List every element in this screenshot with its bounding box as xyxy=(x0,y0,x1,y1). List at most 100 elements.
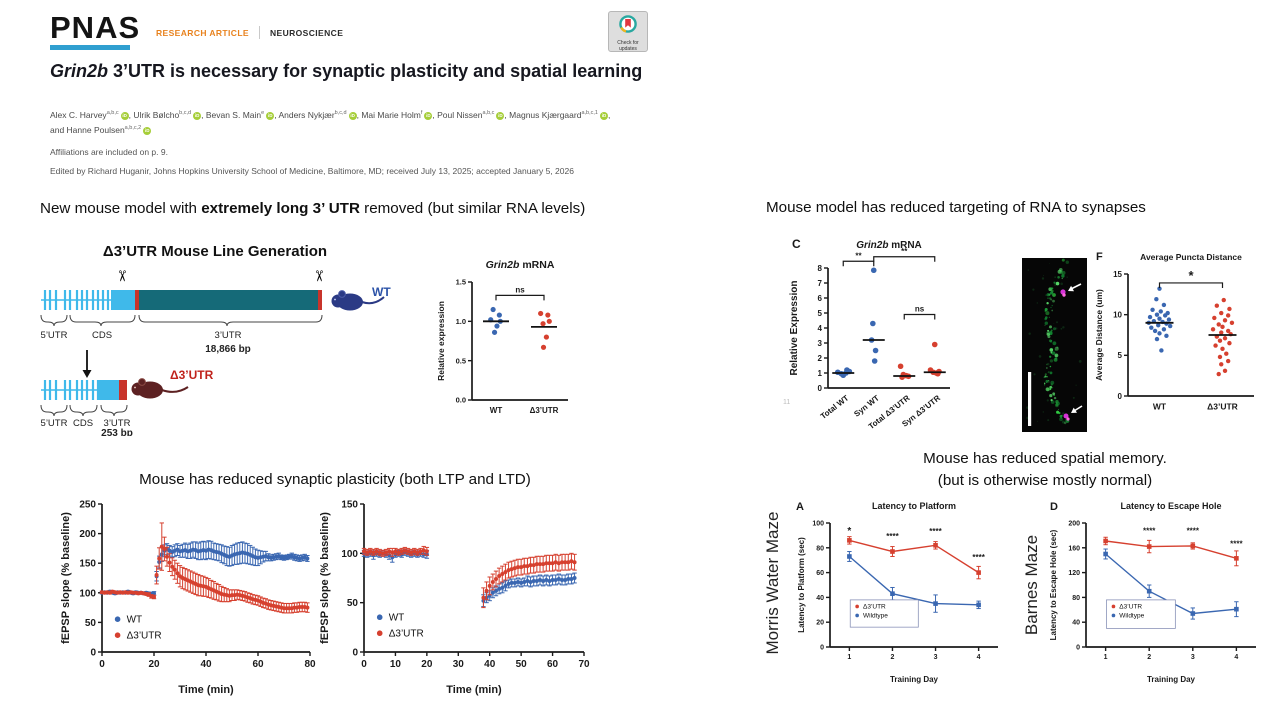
orcid-icon[interactable]: iD xyxy=(348,112,357,120)
svg-text:2: 2 xyxy=(891,654,895,661)
dendrite-micrograph xyxy=(1022,258,1087,432)
svg-text:Wildtype: Wildtype xyxy=(863,613,888,620)
svg-text:60: 60 xyxy=(547,659,559,670)
svg-text:150: 150 xyxy=(341,500,358,511)
svg-text:WT: WT xyxy=(1153,402,1167,412)
svg-text:0.5: 0.5 xyxy=(456,356,466,365)
svg-text:Training Day: Training Day xyxy=(890,675,939,684)
svg-text:Δ3’UTR: Δ3’UTR xyxy=(389,628,424,639)
label-5utr-bottom: 5’UTR xyxy=(41,418,68,429)
svg-text:****: **** xyxy=(1187,527,1200,536)
author: Alex C. Harveya,b,c iD, xyxy=(50,110,134,120)
svg-text:60: 60 xyxy=(252,659,264,670)
orcid-icon[interactable]: iD xyxy=(424,112,433,120)
check-for-updates-badge[interactable]: Check for updates xyxy=(608,11,648,52)
mutant-allele-bar xyxy=(41,380,127,400)
svg-text:WT: WT xyxy=(389,612,405,623)
svg-text:0: 0 xyxy=(1118,392,1123,401)
wt-allele-bar xyxy=(41,290,322,310)
author-list: Alex C. Harveya,b,c iD, Ulrik Bølchob,c,d… xyxy=(50,108,670,139)
svg-text:Wildtype: Wildtype xyxy=(1119,613,1144,620)
svg-text:C: C xyxy=(792,237,801,251)
author: Poul Nissena,b,c iD, xyxy=(437,110,510,120)
author: Anders Nykjærb,c,d iD, xyxy=(278,110,362,120)
pnas-logo-underline xyxy=(50,45,130,50)
svg-text:30: 30 xyxy=(453,659,465,670)
svg-text:**: ** xyxy=(855,251,862,260)
svg-text:ns: ns xyxy=(515,285,525,294)
svg-text:****: **** xyxy=(929,527,942,536)
svg-text:80: 80 xyxy=(1072,595,1080,602)
svg-text:fEPSP slope (% baseline): fEPSP slope (% baseline) xyxy=(319,512,331,644)
svg-text:10: 10 xyxy=(1113,310,1122,319)
article-type-label: RESEARCH ARTICLE xyxy=(156,27,249,38)
svg-text:60: 60 xyxy=(816,570,824,577)
kicker-divider xyxy=(258,26,260,39)
svg-text:Grin2b mRNA: Grin2b mRNA xyxy=(486,259,555,271)
headline-plasticity: Mouse has reduced synaptic plasticity (b… xyxy=(139,471,531,488)
svg-text:1: 1 xyxy=(1104,654,1108,661)
crossmark-icon xyxy=(619,15,637,33)
svg-text:5: 5 xyxy=(818,309,823,318)
chart-grin2b-mrna-total: 0.0 0.5 1.0 1.5 Relative expression Grin2b mR… xyxy=(436,259,568,415)
affiliations-note: Affiliations are included on p. 9. xyxy=(50,147,168,157)
svg-text:fEPSP slope (% baseline): fEPSP slope (% baseline) xyxy=(60,512,72,644)
label-5utr-top: 5’UTR xyxy=(41,330,68,341)
article-section-label: NEUROSCIENCE xyxy=(269,27,344,38)
orcid-icon[interactable]: iD xyxy=(496,112,505,120)
headline-left-pre: New mouse model with xyxy=(40,200,202,217)
headline-left-post: removed (but similar RNA levels) xyxy=(359,200,586,217)
headline-spatial-memory: Mouse has reduced spatial memory. (but i… xyxy=(870,448,1220,492)
brace-group-bottom xyxy=(40,404,128,417)
mouse-line-generation-diagram: Δ3’UTR Mouse Line Generation ✂ ✂ 5’UTR C… xyxy=(40,243,391,436)
svg-text:Δ3’UTR: Δ3’UTR xyxy=(1207,402,1238,412)
svg-text:Time (min): Time (min) xyxy=(446,684,502,696)
svg-text:A: A xyxy=(796,501,804,513)
orcid-icon[interactable]: iD xyxy=(193,112,202,120)
svg-text:3: 3 xyxy=(1191,654,1195,661)
svg-text:70: 70 xyxy=(578,659,590,670)
scissors-icon: ✂ xyxy=(113,270,130,283)
svg-text:Δ3’UTR: Δ3’UTR xyxy=(530,406,559,415)
pnas-logo: PNAS xyxy=(50,10,141,45)
diagram-title: Δ3’UTR Mouse Line Generation xyxy=(103,243,327,260)
author: Bevan S. Maine iD, xyxy=(205,110,279,120)
orcid-icon[interactable]: iD xyxy=(599,112,608,120)
side-label-morris: Morris Water Maze xyxy=(763,511,782,655)
svg-text:0: 0 xyxy=(1076,644,1080,651)
svg-text:Grin2b mRNA: Grin2b mRNA xyxy=(856,240,922,251)
article-title: Grin2b 3’UTR is necessary for synaptic p… xyxy=(50,58,650,85)
svg-text:40: 40 xyxy=(200,659,212,670)
svg-text:4: 4 xyxy=(1234,654,1238,661)
svg-text:WT: WT xyxy=(127,614,143,625)
svg-text:20: 20 xyxy=(816,620,824,627)
orcid-icon[interactable]: iD xyxy=(143,127,152,136)
svg-text:50: 50 xyxy=(85,618,97,629)
arrow-down-icon xyxy=(82,350,92,378)
side-label-barnes: Barnes Maze xyxy=(1022,534,1041,636)
svg-text:1.5: 1.5 xyxy=(456,278,466,287)
svg-text:40: 40 xyxy=(816,595,824,602)
svg-text:Latency to Platform (sec): Latency to Platform (sec) xyxy=(797,537,806,633)
label-cds-top: CDS xyxy=(92,330,112,341)
author: Magnus Kjærgaarda,b,c,1 iD, xyxy=(509,110,611,120)
headline-left-bold: extremely long 3’ UTR xyxy=(201,200,360,217)
label-3utr-bottom: 3’UTR xyxy=(104,418,131,429)
headline-rna-targeting: Mouse model has reduced targeting of RNA… xyxy=(766,199,1146,216)
svg-text:Time (min): Time (min) xyxy=(178,684,234,696)
svg-text:3: 3 xyxy=(934,654,938,661)
svg-text:Syn WT: Syn WT xyxy=(852,393,881,418)
scissors-icon: ✂ xyxy=(310,270,327,283)
brace-group-top xyxy=(40,314,323,327)
svg-text:D: D xyxy=(1050,501,1058,513)
svg-text:6: 6 xyxy=(818,294,823,303)
svg-text:40: 40 xyxy=(1072,620,1080,627)
svg-text:0: 0 xyxy=(820,644,824,651)
label-3utr-top: 3’UTR xyxy=(215,330,242,341)
svg-text:Relative expression: Relative expression xyxy=(436,301,446,381)
author: and Hanne Poulsena,b,c,2 iD xyxy=(50,125,152,136)
svg-text:Δ3’UTR: Δ3’UTR xyxy=(127,630,162,641)
orcid-icon[interactable]: iD xyxy=(266,112,275,120)
orcid-icon[interactable]: iD xyxy=(120,112,129,120)
